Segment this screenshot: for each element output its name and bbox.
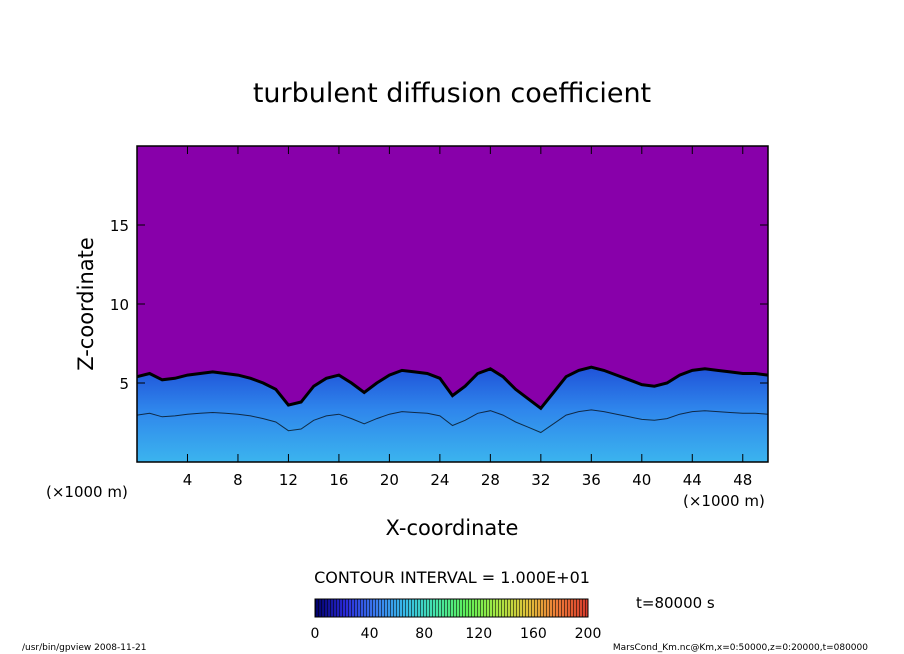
x-unit-right: (×1000 m) [683,492,765,510]
colorbar-tick-labels: 0 40 80 120 160 200 [311,626,602,642]
x-tick-label: 20 [380,471,399,489]
y-axis-label: Z-coordinate [74,237,98,371]
chart-title: turbulent diffusion coefficient [253,78,651,109]
x-tick-label: 44 [683,471,702,489]
x-unit-left: (×1000 m) [46,483,128,501]
colorbar-tick-label: 160 [520,626,547,642]
footer-right: MarsCond_Km.nc@Km,x=0:50000,z=0:20000,t=… [613,643,868,653]
mixed-layer-region [137,365,768,462]
colorbar-tick-label: 0 [311,626,320,642]
colorbar-tick-label: 80 [415,626,433,642]
x-tick-label: 24 [430,471,449,489]
y-tick-label: 5 [119,375,129,393]
contour-interval-label: CONTOUR INTERVAL = 1.000E+01 [314,568,590,587]
y-axis: 5 10 15 [110,217,768,393]
y-tick-label: 15 [110,217,129,235]
footer-left: /usr/bin/gpview 2008-11-21 [22,643,146,653]
x-tick-label: 8 [233,471,243,489]
colorbar-tick-label: 40 [361,626,379,642]
x-tick-label: 16 [329,471,348,489]
x-tick-label: 40 [632,471,651,489]
x-tick-label: 12 [279,471,298,489]
x-tick-label: 48 [733,471,752,489]
x-tick-label: 36 [582,471,601,489]
x-tick-label: 4 [183,471,193,489]
colorbar-contour-ticks [315,599,588,617]
colorbar-tick-label: 120 [465,626,492,642]
mixed-layer-fill [137,367,768,462]
y-tick-label: 10 [110,296,129,314]
inner-contour [137,409,768,434]
mixed-layer-top-contour [137,365,768,411]
x-axis: 4 8 12 16 20 24 28 32 36 40 44 48 [183,146,752,489]
time-label: t=80000 s [636,594,715,612]
x-tick-label: 32 [531,471,550,489]
colorbar-frame [314,598,589,618]
colorbar-tick-label: 200 [575,626,602,642]
x-tick-label: 28 [481,471,500,489]
x-axis-label: X-coordinate [386,516,519,540]
